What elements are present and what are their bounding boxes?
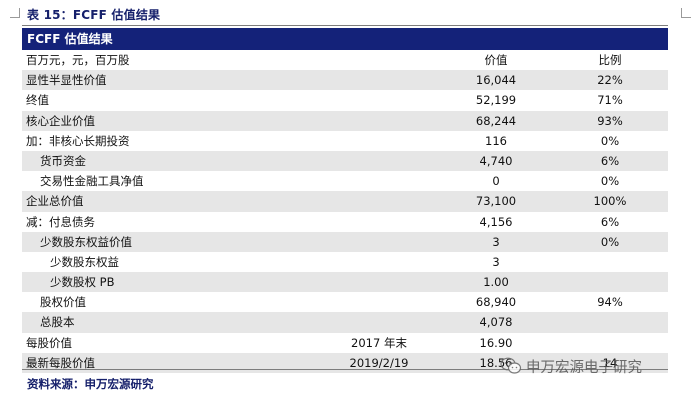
row-ratio: 6% [600, 214, 620, 229]
row-value: 68,940 [475, 295, 517, 310]
bottom-rule [22, 369, 668, 370]
row-ratio: 0% [600, 133, 620, 148]
row-note: 2017 年末 [351, 335, 407, 350]
row-value: 3 [492, 234, 500, 249]
row-label: 终值 [26, 93, 49, 108]
table-header: FCFF 估值结果 [22, 28, 668, 50]
row-label: 货币资金 [40, 153, 86, 168]
row-label: 最新每股价值 [26, 355, 95, 370]
row-label: 少数股权 PB [50, 275, 115, 290]
table-caption: 表 15：FCFF 估值结果 [27, 8, 161, 22]
corner-mark-right [681, 8, 691, 18]
row-value: 0 [492, 174, 500, 189]
row-label: 交易性金融工具净值 [40, 174, 144, 189]
row-ratio: 22% [597, 73, 623, 88]
row-value: 价值 [484, 53, 508, 67]
top-rule [22, 25, 668, 26]
row-value: 4,740 [479, 153, 513, 168]
table-row: 少数股东权益 3 [22, 252, 668, 272]
valuation-table: 百万元，元，百万股 价值 比例显性半显性价值 16,044 22% 终值 52,199 71%… [22, 50, 668, 373]
table-row: 交易性金融工具净值 0 0% [22, 171, 668, 191]
table-row: 总股本 4,078 [22, 312, 668, 333]
row-label: 股权价值 [40, 295, 86, 310]
row-value: 52,199 [475, 93, 517, 108]
row-value: 116 [485, 133, 507, 148]
table-row: 百万元，元，百万股 价值 比例 [22, 50, 668, 70]
row-ratio: 94% [597, 295, 623, 310]
row-value: 4,156 [479, 214, 513, 229]
row-value: 16,044 [475, 73, 517, 88]
row-value: 4,078 [479, 315, 513, 330]
wechat-icon [500, 357, 522, 374]
row-value: 16.90 [479, 335, 513, 350]
row-value: 1.00 [483, 275, 509, 290]
table-row: 货币资金 4,740 6% [22, 150, 668, 172]
table-row: 显性半显性价值 16,044 22% [22, 70, 668, 91]
table-row: 企业总价值 73,100 100% [22, 191, 668, 212]
row-label: 减：付息债务 [26, 214, 95, 229]
row-label: 少数股东权益 [50, 254, 119, 269]
source-note: 资料来源：申万宏源研究 [27, 377, 154, 391]
row-label: 加：非核心长期投资 [26, 133, 130, 148]
table-row: 股权价值 68,940 94% [22, 292, 668, 312]
table-row: 少数股权 PB 1.00 [22, 272, 668, 293]
corner-mark-left [10, 8, 20, 18]
row-label: 少数股东权益价值 [40, 234, 132, 249]
row-label: 企业总价值 [26, 194, 84, 209]
row-label: 每股价值 [26, 335, 72, 350]
table-row: 核心企业价值 68,244 93% [22, 110, 668, 131]
table-row: 减：付息债务 4,156 6% [22, 212, 668, 232]
row-ratio: 0% [600, 174, 620, 189]
table-row: 终值 52,199 71% [22, 90, 668, 110]
table-row: 少数股东权益价值 3 0% [22, 231, 668, 252]
table-row: 加：非核心长期投资 116 0% [22, 131, 668, 151]
watermark-text: 申万宏源电子研究 [526, 359, 642, 376]
row-value: 3 [492, 254, 500, 269]
row-ratio: 71% [597, 93, 623, 108]
row-label: 显性半显性价值 [26, 73, 107, 88]
row-label: 核心企业价值 [26, 113, 95, 128]
row-value: 68,244 [475, 113, 517, 128]
row-ratio: 93% [597, 113, 623, 128]
row-ratio: 6% [600, 153, 620, 168]
row-ratio: 14 [602, 355, 618, 370]
watermark: 申万宏源电子研究 [500, 354, 642, 378]
row-label: 百万元，元，百万股 [26, 53, 130, 67]
row-ratio: 比例 [598, 53, 622, 67]
row-ratio: 100% [593, 194, 627, 209]
row-label: 总股本 [40, 315, 75, 330]
row-value: 73,100 [475, 194, 517, 209]
row-ratio: 0% [600, 234, 620, 249]
table-row: 每股价值 2017 年末 16.90 [22, 333, 668, 353]
row-note: 2019/2/19 [349, 355, 409, 370]
